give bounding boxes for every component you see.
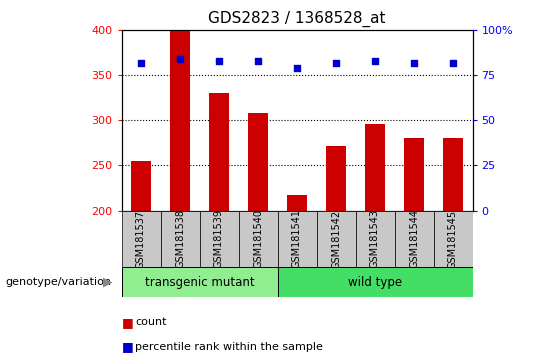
Point	[370, 58, 379, 64]
Bar	[131, 161, 151, 211]
Text: ■: ■	[122, 316, 133, 329]
Text: GSM181544: GSM181544	[409, 210, 419, 268]
Bar	[278, 211, 316, 267]
Point	[332, 60, 340, 65]
Bar	[239, 211, 278, 267]
Bar	[160, 211, 199, 267]
Text: transgenic mutant: transgenic mutant	[145, 276, 254, 289]
Text: percentile rank within the sample: percentile rank within the sample	[135, 342, 323, 352]
Bar	[355, 211, 395, 267]
Bar	[326, 145, 346, 211]
Text: ■: ■	[122, 341, 133, 353]
Bar	[395, 211, 434, 267]
Title: GDS2823 / 1368528_at: GDS2823 / 1368528_at	[208, 11, 386, 27]
Point	[215, 58, 224, 64]
Bar	[170, 30, 190, 211]
Text: GSM181540: GSM181540	[253, 210, 263, 268]
Bar	[287, 195, 307, 211]
Bar	[199, 211, 239, 267]
Text: GSM181539: GSM181539	[214, 210, 224, 268]
Bar	[122, 211, 160, 267]
Point	[254, 58, 262, 64]
Text: GSM181542: GSM181542	[331, 209, 341, 269]
Bar	[365, 124, 384, 211]
Point	[137, 60, 145, 65]
Text: ▶: ▶	[103, 276, 113, 289]
Text: genotype/variation: genotype/variation	[5, 277, 111, 287]
Text: GSM181543: GSM181543	[370, 210, 380, 268]
Text: GSM181541: GSM181541	[292, 210, 302, 268]
Bar	[434, 211, 472, 267]
Text: wild type: wild type	[348, 276, 402, 289]
Bar	[404, 137, 424, 211]
Text: GSM181538: GSM181538	[175, 210, 185, 268]
Bar	[316, 211, 355, 267]
Bar	[122, 267, 278, 297]
Point	[449, 60, 457, 65]
Point	[293, 65, 301, 71]
Bar	[443, 138, 463, 211]
Text: GSM181545: GSM181545	[448, 209, 458, 269]
Bar	[278, 267, 472, 297]
Point	[176, 56, 184, 62]
Bar	[210, 93, 229, 211]
Text: GSM181537: GSM181537	[136, 209, 146, 269]
Point	[410, 60, 418, 65]
Bar	[248, 113, 268, 211]
Text: count: count	[135, 317, 166, 327]
